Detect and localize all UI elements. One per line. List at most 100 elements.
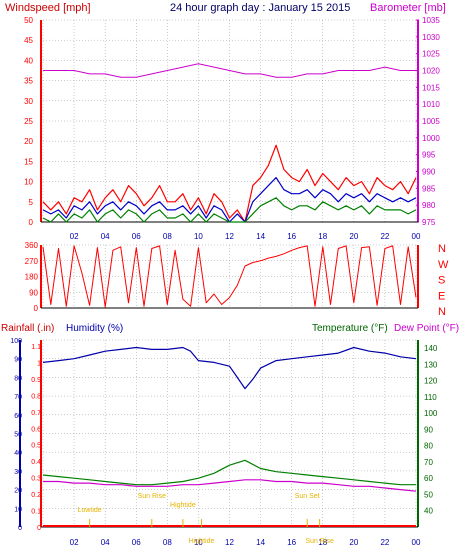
humidity-axis-label: Humidity (%) <box>66 323 123 334</box>
rainfall-tick-label: 0.6 <box>31 426 41 433</box>
humidity-x-tick-label: 06 <box>132 538 141 547</box>
rainfall-tick-label: 0.4 <box>31 459 41 466</box>
wind-x-tick-label: 16 <box>287 232 296 241</box>
barometer-tick-label: 985 <box>422 184 436 193</box>
humidity-x-tick-label: 02 <box>70 538 79 547</box>
barometer-tick-label: 990 <box>422 168 436 177</box>
temperature-tick-label: 80 <box>424 442 433 451</box>
compass-label: N <box>438 243 446 255</box>
rainfall-tick-label: 1 <box>37 360 41 367</box>
wind_min-line <box>42 197 417 223</box>
humidity-tick-label: 50 <box>14 432 22 439</box>
rainfall-tick-label: 0.9 <box>31 377 41 384</box>
humidity-tick-label: 70 <box>14 394 22 401</box>
barometer-tick-label: 1030 <box>422 33 440 42</box>
wind-direction-line <box>42 245 417 308</box>
humidity-tick-label: 100 <box>10 338 22 345</box>
wind-tick-label: 15 <box>24 157 33 166</box>
direction-tick-label: 360 <box>25 241 39 250</box>
humidity-x-tick-label: 08 <box>163 538 172 547</box>
tide-label: Hightide <box>189 538 215 545</box>
wind-x-tick-label: 14 <box>256 232 265 241</box>
wind-tick-label: 50 <box>24 16 33 25</box>
humidity-tick-label: 80 <box>14 375 22 382</box>
humidity-x-tick-label: 16 <box>287 538 296 547</box>
wind-tick-label: 5 <box>29 198 34 207</box>
barometer-tick-label: 995 <box>422 151 436 160</box>
wind-tick-label: 20 <box>24 137 33 146</box>
rainfall-axis-label: Rainfall (.in) <box>1 323 54 334</box>
wind-x-tick-label: 22 <box>380 232 389 241</box>
barometer-axis-label: Barometer [mb] <box>370 2 446 14</box>
humidity-x-tick-label: 20 <box>349 538 358 547</box>
humidity-tick-label: 20 <box>14 488 22 495</box>
wind-tick-label: 40 <box>24 56 33 65</box>
tick-label-layer: 0510152025303540455097598098599099510001… <box>10 16 449 547</box>
wind-x-tick-label: 18 <box>318 232 327 241</box>
wind-x-tick-label: 04 <box>101 232 110 241</box>
direction-tick-label: 180 <box>25 273 39 282</box>
chart-title: 24 hour graph day : January 15 2015 <box>170 2 350 14</box>
rainfall-tick-label: 0.3 <box>31 476 41 483</box>
humidity-x-tick-label: 10 <box>194 538 203 547</box>
temperature-tick-label: 110 <box>424 393 437 402</box>
wind-tick-label: 30 <box>24 97 33 106</box>
rainfall-tick-label: 0.2 <box>31 492 41 499</box>
windspeed-axis-label: Windspeed [mph] <box>5 2 91 14</box>
gust-line <box>42 144 417 223</box>
rainfall-tick-label: 0.8 <box>31 393 41 400</box>
temperature-tick-label: 40 <box>424 507 433 516</box>
temperature-tick-label: 50 <box>424 490 433 499</box>
humidity-tick-label: 90 <box>14 357 22 364</box>
wind-x-tick-label: 08 <box>163 232 172 241</box>
wind-x-tick-label: 12 <box>225 232 234 241</box>
wind-x-tick-label: 00 <box>412 232 421 241</box>
temperature-tick-label: 100 <box>424 409 438 418</box>
humidity-tick-label: 60 <box>14 413 22 420</box>
tide-label: Sun Set <box>295 493 320 500</box>
barometer-tick-label: 1000 <box>422 134 440 143</box>
tide-label: Lowtide <box>78 507 102 514</box>
humidity-line <box>42 346 417 390</box>
compass-label: E <box>438 290 445 302</box>
barometer-tick-label: 1025 <box>422 50 440 59</box>
direction-tick-label: 90 <box>29 288 38 297</box>
tide-label: Hightide <box>170 502 196 509</box>
dew_point-line <box>43 479 417 492</box>
temperature-tick-label: 120 <box>424 377 438 386</box>
rainfall-tick-label: 0.7 <box>31 410 41 417</box>
temperature-tick-label: 140 <box>424 344 438 353</box>
wind-tick-label: 0 <box>29 218 34 227</box>
compass-label: N <box>438 306 446 318</box>
barometer-tick-label: 1005 <box>422 117 440 126</box>
humidity-tick-label: 0 <box>18 525 22 532</box>
tide-label: Sun Rise <box>305 538 334 545</box>
barometer-tick-label: 975 <box>422 218 436 227</box>
temperature-tick-label: 90 <box>424 425 433 434</box>
series-layer <box>42 63 417 527</box>
rainfall-tick-label: 0.1 <box>31 509 41 516</box>
temperature-tick-label: 70 <box>424 458 433 467</box>
temperature-tick-label: 60 <box>424 474 433 483</box>
barometer-tick-label: 1015 <box>422 83 440 92</box>
grid-layer <box>42 19 417 528</box>
humidity-x-tick-label: 14 <box>256 538 265 547</box>
wind-tick-label: 10 <box>24 178 33 187</box>
rainfall-tick-label: 0.5 <box>31 443 41 450</box>
humidity-x-tick-label: 00 <box>412 538 421 547</box>
temperature-tick-label: 130 <box>424 360 438 369</box>
barometer-tick-label: 1035 <box>422 16 440 25</box>
direction-tick-label: 270 <box>25 257 39 266</box>
wind-tick-label: 35 <box>24 77 33 86</box>
humidity-x-tick-label: 12 <box>225 538 234 547</box>
humidity-tick-label: 10 <box>14 506 22 513</box>
barometer-tick-label: 1020 <box>422 67 440 76</box>
wind-tick-label: 45 <box>24 36 33 45</box>
humidity-x-tick-label: 04 <box>101 538 110 547</box>
wind-x-tick-label: 20 <box>349 232 358 241</box>
wind-x-tick-label: 06 <box>132 232 141 241</box>
rainfall-tick-label: 1.1 <box>31 344 41 351</box>
humidity-x-tick-label: 18 <box>318 538 327 547</box>
rainfall-tick-label: 0 <box>37 525 41 532</box>
